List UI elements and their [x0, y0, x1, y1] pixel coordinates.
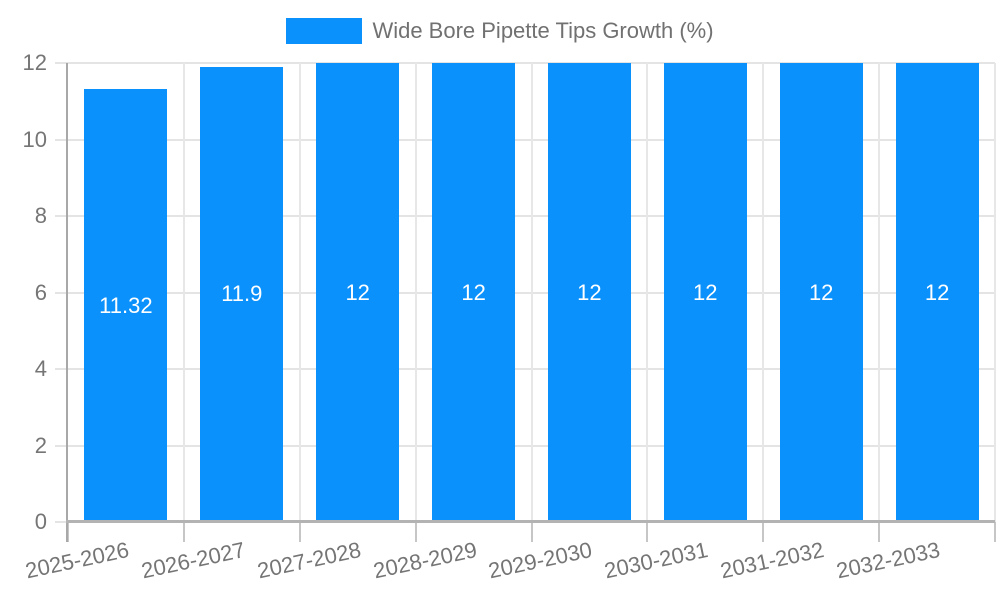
gridline-vertical	[182, 63, 185, 522]
bar-value-label: 12	[693, 279, 718, 305]
gridline-vertical	[878, 63, 881, 522]
y-axis-tick	[55, 215, 68, 217]
bar	[663, 63, 747, 522]
y-axis-tick-label: 4	[34, 356, 47, 381]
x-axis-tick	[298, 522, 301, 542]
y-axis-tick-label: 0	[34, 509, 47, 534]
bar	[779, 63, 863, 522]
bar	[200, 66, 284, 522]
y-axis-tick	[55, 521, 68, 523]
y-axis-tick	[55, 138, 68, 141]
x-axis-tick	[67, 522, 69, 542]
bar-value-label: 11.9	[221, 281, 263, 307]
gridline-vertical	[414, 63, 417, 522]
bar-value-label: 12	[808, 279, 834, 305]
legend-swatch[interactable]	[286, 18, 363, 44]
y-axis-tick-label: 2	[34, 432, 47, 458]
y-axis-tick-label: 12	[22, 50, 47, 75]
legend[interactable]: Wide Bore Pipette Tips Growth (%)	[0, 17, 1000, 45]
bar-value-label: 12	[577, 279, 602, 305]
gridline-vertical	[298, 63, 301, 522]
legend-label[interactable]: Wide Bore Pipette Tips Growth (%)	[372, 18, 714, 43]
x-axis-tick	[994, 522, 996, 542]
y-axis-tick	[55, 291, 68, 294]
bar	[895, 63, 979, 522]
bar-value-label: 12	[924, 279, 950, 305]
x-axis-tick	[182, 522, 185, 542]
x-axis-tick	[878, 522, 881, 542]
y-axis-tick	[55, 368, 68, 370]
gridline-vertical	[762, 63, 765, 522]
bar-value-label: 12	[345, 279, 370, 305]
y-axis-tick-label: 6	[34, 279, 47, 305]
y-axis-line	[66, 63, 68, 542]
y-axis-tick-label: 10	[22, 126, 47, 152]
gridline-vertical	[530, 63, 533, 522]
gridline-vertical	[994, 63, 996, 522]
y-axis-tick-label: 8	[34, 203, 47, 228]
y-axis-tick	[55, 444, 68, 447]
bar	[547, 63, 631, 522]
x-axis-line	[66, 520, 995, 523]
bar-value-label: 11.32	[99, 292, 153, 318]
x-axis-tick	[646, 522, 649, 542]
x-axis-tick	[762, 522, 765, 542]
bar	[432, 63, 516, 522]
bar	[84, 89, 168, 522]
x-axis-tick	[530, 522, 533, 542]
y-axis-tick	[55, 62, 68, 64]
bar	[316, 63, 400, 522]
gridline-vertical	[646, 63, 649, 522]
x-axis-tick	[414, 522, 417, 542]
bar-value-label: 12	[461, 279, 486, 305]
